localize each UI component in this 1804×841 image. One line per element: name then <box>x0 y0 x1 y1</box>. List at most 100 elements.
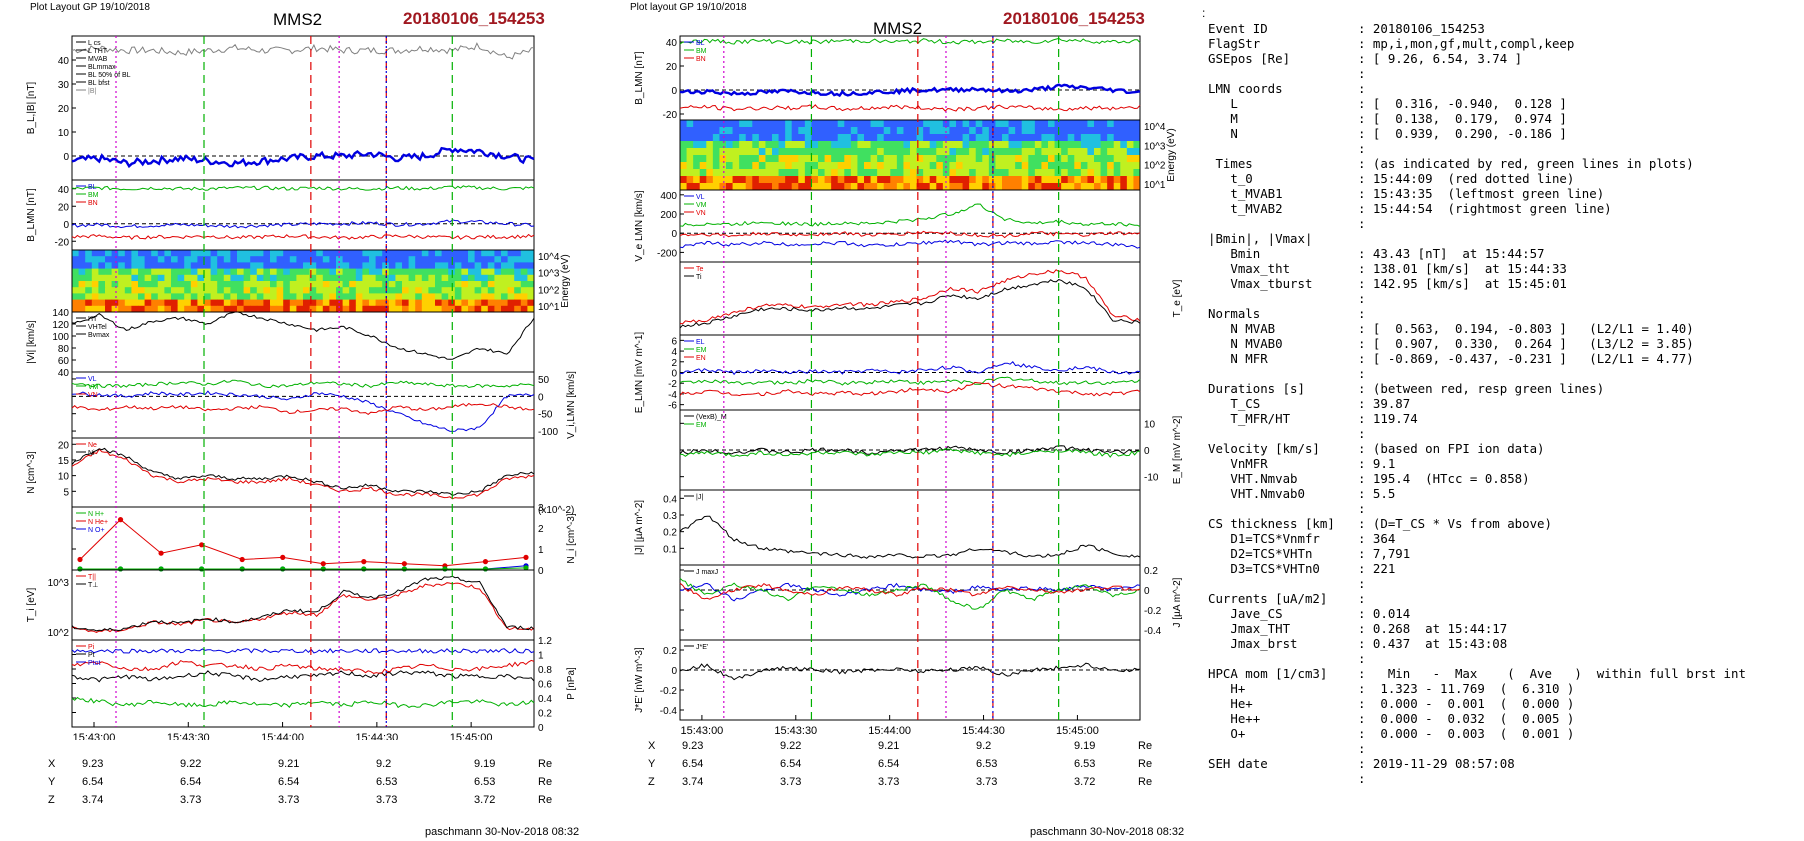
spectrogram-cell <box>732 169 740 177</box>
spectrogram-cell <box>850 169 858 177</box>
spectrogram-cell <box>190 274 198 282</box>
spectrogram-cell <box>1061 134 1069 142</box>
spectrogram-cell <box>791 183 799 191</box>
spectrogram-cell <box>230 256 238 263</box>
spectrogram-cell <box>527 262 535 270</box>
info-key: T_CS <box>1208 396 1261 411</box>
spectrogram-cell <box>276 281 284 288</box>
spectrogram-cell <box>699 127 707 135</box>
spectrogram-cell <box>461 274 469 282</box>
series-line <box>71 659 535 674</box>
spectrogram-cell <box>719 169 727 177</box>
spectrogram-cell <box>956 183 964 191</box>
spectrogram-cell <box>514 262 522 270</box>
spectrogram-cell <box>1113 162 1121 170</box>
spectrogram-cell <box>798 120 806 128</box>
spectrogram-cell <box>929 176 937 184</box>
spectrogram-cell <box>204 274 212 282</box>
spectrogram-cell <box>699 148 707 156</box>
spectrogram-cell <box>1028 148 1036 156</box>
energy-tick-label: 10^1 <box>1144 180 1166 191</box>
spectrogram-cell <box>890 120 898 128</box>
spectrogram-cell <box>969 134 977 142</box>
spectrogram-cell <box>501 299 509 307</box>
spectrogram-cell <box>850 176 858 184</box>
spectrogram-cell <box>791 162 799 170</box>
spectrogram-cell <box>296 262 304 270</box>
spectrogram-cell <box>910 169 918 177</box>
spectrogram-cell <box>956 141 964 149</box>
spectrogram-cell <box>1107 127 1115 135</box>
position-value: 9.23 <box>82 758 104 770</box>
y-tick-label: 4 <box>671 347 677 358</box>
spectrogram-cell <box>362 268 370 276</box>
y-tick-label: -0.4 <box>660 706 678 717</box>
series-line <box>679 37 1141 45</box>
y-tick-label: 1 <box>538 651 544 662</box>
info-row: GSEpos [Re]: [ 9.26, 6.54, 3.74 ] <box>1208 51 1798 66</box>
spectrogram-cell <box>124 287 132 294</box>
spectrogram-cell <box>1080 183 1088 191</box>
info-row: t_MVAB1: 15:43:35 (leftmost green line) <box>1208 186 1798 201</box>
spectrogram-cell <box>877 141 885 149</box>
spectrogram-cell <box>415 281 423 288</box>
series-line <box>679 445 1141 455</box>
spectrogram-cell <box>772 183 780 191</box>
spectrogram-cell <box>98 293 106 301</box>
y-tick-label: -20 <box>663 110 678 121</box>
spectrogram-cell <box>804 120 812 128</box>
spectrogram-cell <box>956 127 964 135</box>
spectrogram-cell <box>329 250 337 257</box>
spectrogram-cell <box>1067 183 1075 191</box>
spectrogram-cell <box>395 274 403 282</box>
spectrogram-cell <box>428 287 436 294</box>
spectrogram-cell <box>210 287 218 294</box>
spectrogram-cell <box>995 134 1003 142</box>
info-key: O+ <box>1208 726 1246 741</box>
spectrogram-cell <box>118 262 126 270</box>
y-tick-label: 40 <box>666 38 678 49</box>
info-key: VHT.Nmvab0 <box>1208 486 1305 501</box>
spectrogram-cell <box>719 120 727 128</box>
spectrogram-cell <box>1126 148 1134 156</box>
spectrogram-cell <box>263 256 271 263</box>
y-tick-label: 200 <box>660 210 677 221</box>
spectrogram-cell <box>369 305 377 313</box>
panel-frame <box>679 189 1141 263</box>
x-tick-label: 15:44:30 <box>962 725 1005 737</box>
spectrogram-cell <box>131 262 139 270</box>
spectrogram-cell <box>693 155 701 163</box>
spectrogram-cell <box>375 293 383 301</box>
spectrogram-cell <box>1002 141 1010 149</box>
info-row: N: [ 0.939, 0.290, -0.186 ] <box>1208 126 1798 141</box>
spectrogram-cell <box>982 134 990 142</box>
spectrogram-cell <box>1067 120 1075 128</box>
info-key <box>1208 141 1358 156</box>
spectrogram-cell <box>369 250 377 257</box>
spectrogram-cell <box>322 262 330 270</box>
spectrogram-cell <box>712 169 720 177</box>
spectrogram-cell <box>98 281 106 288</box>
spectrogram-cell <box>837 127 845 135</box>
spectrogram-cell <box>910 148 918 156</box>
panel-frame <box>679 639 1141 721</box>
spectrogram-cell <box>474 281 482 288</box>
spectrogram-cell <box>1061 120 1069 128</box>
spectrogram-cell <box>686 155 694 163</box>
spectrogram-cell <box>686 141 694 149</box>
spectrogram-cell <box>1113 169 1121 177</box>
info-value: : <box>1358 66 1366 81</box>
spectrogram-cell <box>1113 127 1121 135</box>
spectrogram-cell <box>527 287 535 294</box>
spectrogram-cell <box>435 287 443 294</box>
spectrogram-cell <box>857 155 865 163</box>
position-unit: Re <box>538 758 553 770</box>
spectrogram-cell <box>1080 169 1088 177</box>
y-tick-label: 0 <box>538 392 544 403</box>
spectrogram-cell <box>355 281 363 288</box>
spectrogram-cell <box>844 148 852 156</box>
spectrogram-cell <box>190 250 198 257</box>
spectrogram-cell <box>157 299 165 307</box>
info-row: Event ID: 20180106_154253 <box>1208 21 1798 36</box>
spectrogram-cell <box>1094 169 1102 177</box>
